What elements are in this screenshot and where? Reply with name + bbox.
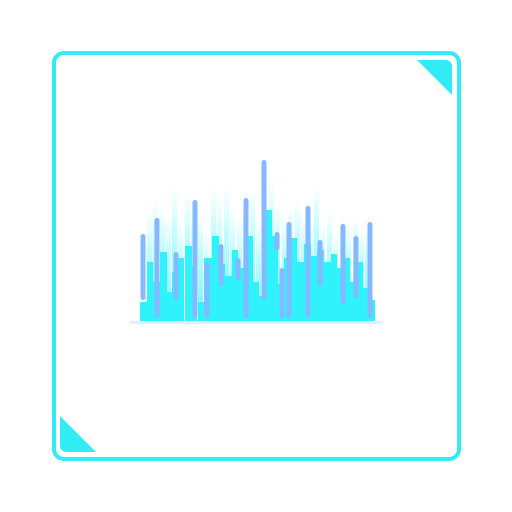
waveform-bar-3	[160, 252, 167, 321]
waveform-bar-26	[311, 256, 317, 321]
waveform-bar-33	[356, 262, 363, 321]
waveform-accent-bar-11	[286, 222, 292, 318]
corner-triangle-bottom-left-icon	[60, 416, 96, 452]
waveform-accent-bar-9	[274, 232, 280, 250]
waveform-bar-7	[185, 246, 192, 321]
waveform-bar-1	[147, 262, 153, 321]
waveform-accent-bar-14	[340, 224, 346, 304]
waveform-bar-19	[265, 210, 272, 321]
waveform-bar-20	[272, 236, 278, 321]
waveform-bar-12	[219, 264, 225, 321]
waveform-accent-bar-5	[218, 244, 224, 286]
waveform-bar-11	[212, 236, 219, 321]
waveform-accent-bar-10	[279, 268, 285, 318]
waveform-bar-31	[344, 258, 350, 321]
waveform-accent-bar-2	[173, 252, 179, 300]
waveform-bar-15	[238, 268, 246, 321]
waveform-bar-16	[246, 236, 253, 321]
waveform-accent-bar-13	[317, 240, 323, 286]
waveform-bar-18	[259, 296, 265, 321]
waveform-bar-13	[225, 276, 232, 321]
waveform-accent-bar-12	[305, 206, 311, 318]
waveform-bar-32	[350, 282, 356, 321]
waveform-bar-4	[166, 292, 172, 321]
waveform-accent-bar-6	[235, 258, 241, 280]
waveform-bar-24	[297, 262, 304, 321]
waveform-accent-bar-1	[154, 218, 160, 318]
waveform-bar-34	[363, 288, 369, 321]
waveform-bar-0	[140, 302, 147, 321]
waveform-accent-bar-8	[261, 160, 267, 300]
waveform-bar-28	[323, 262, 331, 321]
waveform-bar-6	[178, 258, 184, 321]
waveform-bar-23	[291, 238, 297, 321]
waveform-accent-bar-16	[367, 222, 373, 318]
waveform-bar-29	[331, 254, 337, 321]
frame-border	[52, 51, 461, 461]
corner-triangle-top-right-icon	[417, 60, 452, 95]
waveform-blue-bars	[140, 160, 373, 318]
waveform-glow-bar-8	[198, 212, 203, 321]
waveform-bar-17	[253, 282, 259, 321]
waveform-accent-bar-7	[243, 198, 249, 318]
waveform-bar-14	[232, 250, 238, 321]
waveform-accent-bar-0	[140, 234, 146, 300]
waveform-bar-9	[198, 302, 204, 321]
waveform-baseline	[130, 321, 382, 324]
waveform-accent-bar-3	[192, 200, 198, 318]
waveform-accent-bar-4	[204, 262, 210, 318]
waveform-accent-bar-15	[353, 236, 359, 298]
